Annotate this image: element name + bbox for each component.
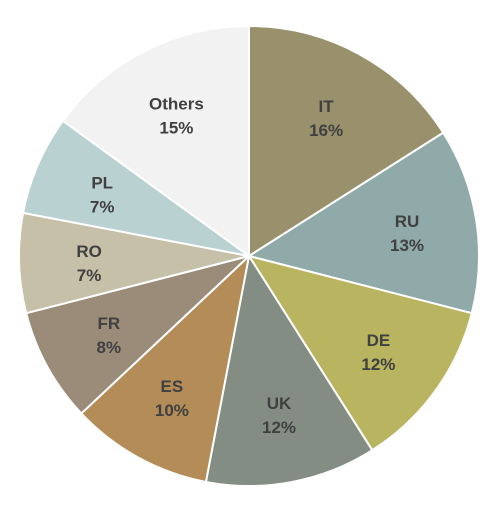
slice-value-fr: 8% (97, 338, 122, 357)
pie-slice-pl (22, 119, 250, 257)
slice-value-de: 12% (361, 355, 395, 374)
slice-value-es: 10% (155, 401, 189, 420)
slice-category-others: Others (149, 94, 204, 113)
pie-slice-it (248, 25, 445, 257)
pie-slice-ru (248, 131, 480, 315)
slice-value-it: 16% (309, 121, 343, 140)
slice-label-uk: UK 12% (262, 394, 296, 437)
pie-slice-de (248, 255, 473, 452)
slice-category-fr: FR (97, 314, 120, 333)
slice-label-pl: PL 7% (90, 174, 115, 217)
slice-category-pl: PL (91, 174, 113, 193)
slice-value-uk: 12% (262, 418, 296, 437)
pie-slice-uk (204, 255, 374, 487)
slice-value-ru: 13% (390, 236, 424, 255)
slice-category-de: DE (367, 331, 391, 350)
slice-label-it: IT 16% (309, 97, 343, 140)
slice-label-others: Others 15% (149, 94, 204, 137)
slice-value-others: 15% (159, 118, 193, 137)
slice-category-ru: RU (395, 212, 420, 231)
pie-slice-es (80, 255, 250, 483)
pie-labels: IT 16% RU 13% DE 12% UK 12% ES 10% FR 8% RO 7% PL 7% Oth… (76, 94, 424, 437)
slice-label-es: ES 10% (155, 377, 189, 420)
pie-slices (18, 25, 480, 487)
slice-value-ro: 7% (77, 266, 102, 285)
pie-slice-fr (25, 255, 250, 415)
slice-category-es: ES (161, 377, 184, 396)
slice-label-de: DE 12% (361, 331, 395, 374)
slice-label-ru: RU 13% (390, 212, 424, 255)
slice-label-fr: FR 8% (97, 314, 122, 357)
slice-category-ro: RO (76, 242, 102, 261)
pie-slice-others (61, 25, 250, 257)
slice-category-it: IT (319, 97, 335, 116)
slice-label-ro: RO 7% (76, 242, 102, 285)
slice-value-pl: 7% (90, 198, 115, 217)
slice-category-uk: UK (267, 394, 292, 413)
pie-slice-ro (18, 211, 250, 315)
